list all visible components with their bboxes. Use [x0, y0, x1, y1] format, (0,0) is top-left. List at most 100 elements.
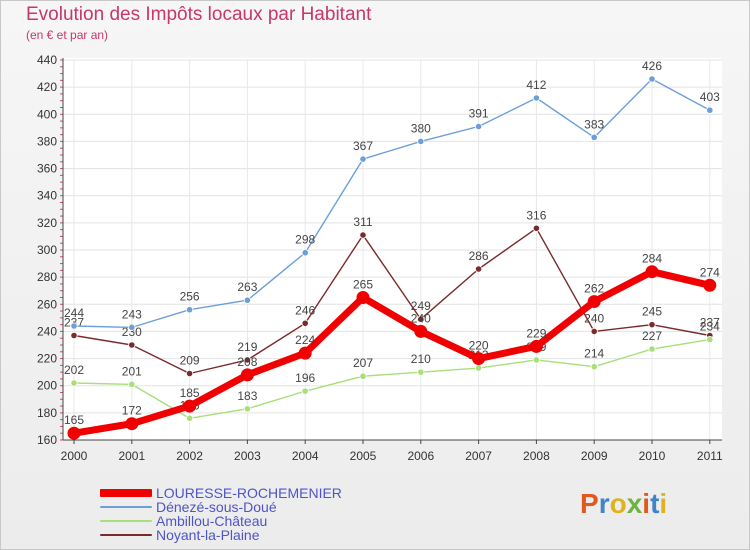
data-label: 214: [584, 347, 604, 361]
legend-label: Ambillou-Château: [156, 513, 268, 529]
data-label: 240: [411, 311, 431, 325]
data-point: [186, 369, 194, 378]
data-label: 426: [642, 59, 662, 73]
proxiti-logo: Proxiti: [580, 488, 667, 520]
data-point: [532, 356, 541, 364]
x-tick-label: 2000: [61, 449, 88, 463]
data-point: [474, 265, 483, 273]
data-point: [67, 426, 81, 440]
x-tick-label: 2008: [523, 449, 550, 463]
data-point: [359, 155, 367, 163]
data-label: 219: [237, 340, 257, 354]
x-tick-label: 2004: [292, 449, 319, 463]
data-label: 380: [411, 121, 431, 135]
legend-swatch: [100, 520, 152, 522]
y-tick-label: 280: [37, 270, 57, 284]
data-point: [590, 133, 598, 141]
data-label: 172: [122, 404, 142, 418]
data-point: [186, 306, 194, 314]
x-tick-label: 2009: [581, 449, 608, 463]
legend-swatch: [100, 489, 152, 497]
y-tick-label: 220: [37, 352, 57, 366]
data-point: [590, 363, 598, 371]
data-label: 207: [353, 356, 373, 370]
data-label: 284: [642, 252, 662, 266]
data-point: [128, 341, 136, 349]
data-label: 244: [64, 306, 84, 320]
legend-label: Noyant-la-Plaine: [156, 527, 260, 543]
data-point: [301, 319, 309, 327]
data-label: 262: [584, 282, 604, 296]
logo-letter: t: [650, 488, 660, 519]
data-label: 274: [700, 265, 720, 279]
data-point: [587, 295, 601, 309]
data-point: [590, 327, 598, 336]
data-point: [128, 323, 136, 331]
data-point: [298, 346, 312, 360]
logo-letter: r: [598, 488, 610, 519]
data-point: [243, 405, 251, 413]
data-point: [70, 379, 78, 387]
data-label: 383: [584, 117, 604, 131]
data-point: [70, 331, 78, 340]
y-tick-label: 320: [37, 216, 57, 230]
data-point: [417, 315, 425, 323]
data-label: 316: [526, 208, 546, 222]
x-tick-label: 2002: [176, 449, 203, 463]
data-point: [417, 137, 425, 146]
y-tick-label: 340: [37, 189, 57, 203]
y-tick-label: 400: [37, 107, 57, 121]
data-label: 263: [237, 280, 257, 294]
y-tick-label: 420: [37, 80, 57, 94]
data-point: [240, 368, 254, 382]
data-point: [645, 265, 659, 279]
x-tick-label: 2001: [118, 449, 145, 463]
data-label: 311: [353, 215, 372, 229]
data-point: [474, 364, 483, 372]
legend-swatch: [100, 534, 152, 536]
legend-swatch: [100, 506, 152, 508]
data-point: [417, 368, 425, 376]
y-tick-label: 160: [37, 433, 57, 447]
data-label: 208: [237, 355, 257, 369]
logo-letter: P: [580, 488, 599, 519]
data-label: 227: [642, 329, 662, 343]
data-point: [529, 339, 543, 353]
data-point: [706, 335, 714, 344]
data-label: 243: [122, 307, 142, 321]
data-point: [125, 417, 139, 431]
data-label: 209: [180, 354, 200, 368]
series-line: [73, 78, 711, 329]
x-tick-label: 2003: [234, 449, 261, 463]
data-label: 403: [700, 90, 720, 104]
data-label: 210: [411, 352, 431, 366]
y-tick-label: 260: [37, 297, 57, 311]
y-tick-label: 380: [37, 134, 57, 148]
x-tick-label: 2007: [465, 449, 492, 463]
data-label: 256: [180, 290, 200, 304]
data-point: [359, 372, 367, 380]
data-point: [703, 278, 717, 292]
data-point: [70, 322, 78, 330]
data-label: 391: [469, 107, 489, 121]
data-label: 249: [411, 299, 431, 313]
x-tick-label: 2011: [697, 449, 723, 463]
data-point: [472, 352, 486, 366]
chart-title: Evolution des Impôts locaux par Habitant: [26, 4, 372, 25]
y-tick-label: 440: [37, 53, 57, 67]
logo-letter: o: [609, 488, 627, 519]
data-point: [183, 399, 197, 413]
chart-subtitle: (en € et par an): [26, 28, 109, 42]
plot-area: [63, 58, 722, 440]
y-tick-label: 240: [37, 324, 57, 338]
data-point: [128, 380, 136, 388]
series-line: [73, 227, 711, 375]
data-label: 183: [237, 389, 257, 403]
data-point: [414, 324, 428, 338]
data-label: 234: [700, 320, 720, 334]
data-label: 220: [469, 339, 489, 353]
legend-label: Dénezé-sous-Doué: [156, 499, 277, 515]
data-point: [706, 106, 714, 114]
data-label: 202: [64, 363, 84, 377]
